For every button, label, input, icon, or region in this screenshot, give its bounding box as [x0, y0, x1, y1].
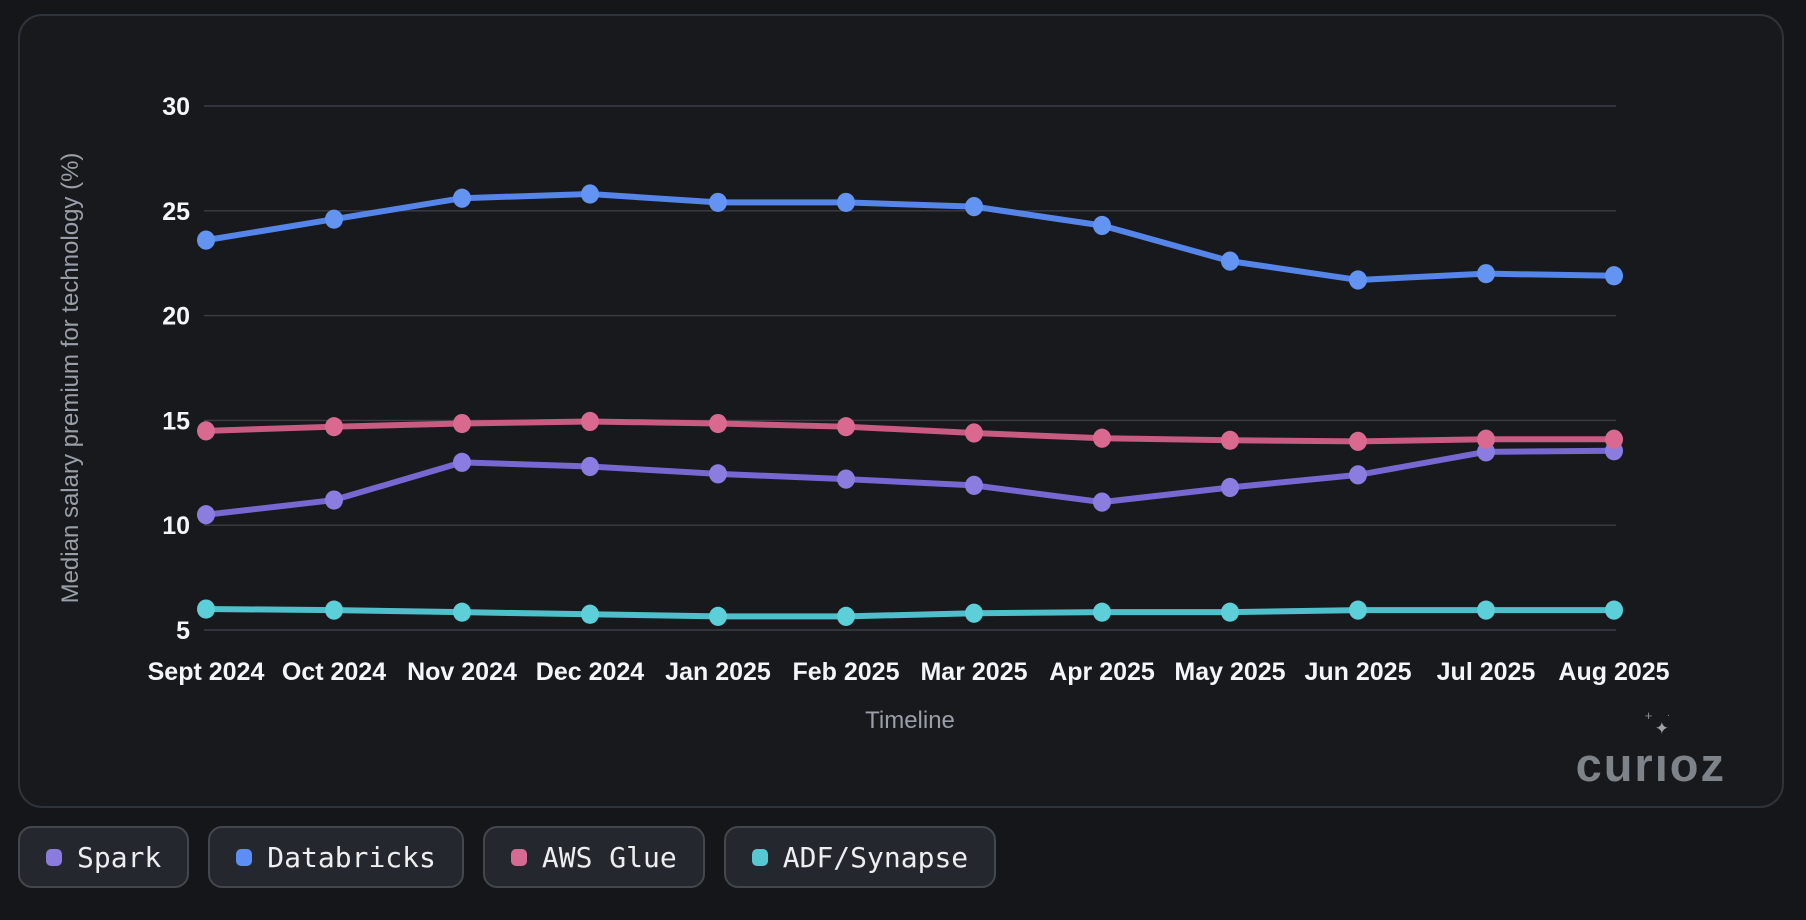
series-line-adf-synapse: [203, 606, 1617, 620]
legend-swatch-adf-synapse: [751, 848, 768, 866]
sparkle-icon: ✦: [1654, 719, 1669, 738]
sparkle-plus-icon: +: [1644, 708, 1653, 723]
x-tick-label: Feb 2025: [792, 658, 899, 686]
series-line-aws-glue: [203, 418, 1617, 445]
data-point[interactable]: [453, 413, 471, 434]
y-tick-label: 5: [176, 617, 190, 645]
data-point[interactable]: [453, 188, 471, 208]
watermark-logo: curı ✦ + · oz: [1575, 708, 1726, 791]
x-tick-label: May 2025: [1174, 658, 1285, 686]
data-point[interactable]: [837, 192, 855, 213]
x-axis-title: Timeline: [865, 707, 955, 734]
data-point[interactable]: [581, 411, 599, 432]
x-tick-label: Dec 2024: [536, 658, 645, 686]
y-tick-label: 25: [162, 198, 190, 226]
legend-swatch-databricks: [236, 848, 253, 866]
data-point[interactable]: [709, 464, 727, 484]
legend-label-aws-glue: AWS Glue: [541, 840, 677, 874]
watermark-text-right: oz: [1669, 738, 1726, 791]
data-point[interactable]: [1477, 429, 1495, 449]
data-point[interactable]: [1349, 270, 1367, 290]
x-tick-label: Aug 2025: [1558, 658, 1669, 686]
legend-item-aws-glue[interactable]: AWS Glue: [482, 826, 705, 888]
data-point[interactable]: [1221, 602, 1239, 622]
data-point[interactable]: [325, 490, 343, 510]
data-point[interactable]: [1349, 431, 1367, 451]
x-tick-label: Jun 2025: [1304, 658, 1411, 686]
data-point[interactable]: [1093, 602, 1111, 622]
data-point[interactable]: [581, 604, 599, 624]
data-point[interactable]: [965, 603, 983, 623]
data-point[interactable]: [197, 599, 215, 619]
data-point[interactable]: [837, 417, 855, 437]
data-point[interactable]: [197, 505, 215, 525]
y-axis-title: Median salary premium for technology (%): [57, 153, 84, 604]
chart-panel: 30 25 20 15 10 5 Sept 2024 Oct 2024 Nov 2024 Dec …: [18, 14, 1784, 808]
legend-item-databricks[interactable]: Databricks: [208, 826, 464, 888]
x-tick-label: Oct 2024: [282, 658, 386, 686]
data-point[interactable]: [1477, 264, 1495, 284]
line-chart[interactable]: 30 25 20 15 10 5 Sept 2024 Oct 2024 Nov 2024 Dec …: [20, 16, 1782, 806]
data-point[interactable]: [581, 456, 599, 477]
legend: Spark Databricks AWS Glue ADF/Synapse: [18, 826, 1806, 888]
y-tick-label: 20: [162, 303, 190, 331]
y-tick-label: 10: [162, 512, 190, 540]
data-point[interactable]: [1221, 430, 1239, 450]
data-point[interactable]: [581, 184, 599, 204]
legend-label-spark: Spark: [77, 840, 162, 874]
watermark-text-left: cur: [1575, 738, 1655, 791]
data-point[interactable]: [1349, 465, 1367, 485]
data-point[interactable]: [965, 475, 983, 495]
data-point[interactable]: [325, 600, 343, 620]
watermark-letter-i: ı ✦ + ·: [1644, 708, 1671, 791]
series-line-spark: [203, 447, 1617, 518]
data-point[interactable]: [325, 209, 343, 229]
data-point[interactable]: [1477, 600, 1495, 620]
data-point[interactable]: [1349, 600, 1367, 620]
legend-item-adf-synapse[interactable]: ADF/Synapse: [723, 826, 997, 888]
data-point[interactable]: [837, 469, 855, 489]
data-point[interactable]: [1093, 428, 1111, 448]
legend-swatch-spark: [46, 848, 62, 866]
data-point[interactable]: [1093, 215, 1111, 236]
data-point[interactable]: [197, 421, 215, 441]
x-tick-label: Apr 2025: [1049, 658, 1155, 686]
legend-swatch-aws-glue: [510, 848, 527, 866]
series-line-databricks: [203, 191, 1617, 283]
legend-label-adf-synapse: ADF/Synapse: [782, 840, 969, 874]
data-point[interactable]: [1221, 251, 1239, 271]
data-point[interactable]: [453, 452, 471, 472]
data-point[interactable]: [965, 197, 983, 217]
y-tick-label: 15: [162, 407, 190, 435]
legend-item-spark[interactable]: Spark: [18, 826, 190, 888]
data-point[interactable]: [197, 230, 215, 250]
x-tick-label: Sept 2024: [148, 658, 265, 686]
x-tick-label: Jan 2025: [665, 658, 771, 686]
sparkle-dot-icon: ·: [1666, 710, 1671, 721]
x-tick-label: Nov 2024: [407, 658, 517, 686]
x-tick-label: Mar 2025: [920, 658, 1027, 686]
legend-label-databricks: Databricks: [267, 840, 436, 874]
x-tick-label: Jul 2025: [1437, 658, 1536, 686]
data-point[interactable]: [1605, 429, 1623, 449]
data-point[interactable]: [453, 602, 471, 622]
y-tick-label: 30: [162, 93, 190, 121]
data-point[interactable]: [709, 606, 727, 626]
data-point[interactable]: [709, 192, 727, 213]
data-point[interactable]: [1221, 477, 1239, 498]
data-point[interactable]: [1093, 492, 1111, 512]
data-point[interactable]: [837, 606, 855, 626]
data-point[interactable]: [965, 423, 983, 443]
data-point[interactable]: [709, 413, 727, 434]
data-point[interactable]: [1605, 600, 1623, 620]
data-point[interactable]: [1605, 266, 1623, 286]
data-point[interactable]: [325, 417, 343, 437]
